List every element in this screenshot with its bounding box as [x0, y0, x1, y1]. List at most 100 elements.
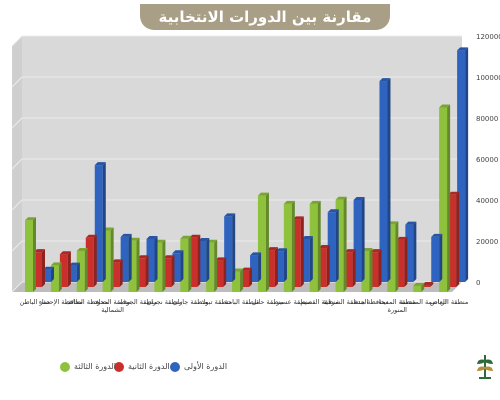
- bar-side: [223, 257, 227, 287]
- bar-front: [250, 255, 259, 282]
- bar-side: [283, 248, 287, 282]
- legend-label-series-1: الدورة الأولى: [184, 362, 228, 371]
- bar-front: [327, 212, 336, 282]
- bar-top: [448, 191, 460, 195]
- bar: [180, 235, 192, 292]
- bar-side: [352, 249, 356, 287]
- bar-front: [283, 203, 292, 292]
- bar-top: [94, 162, 106, 166]
- x-tick-label: منطقة القصيم: [300, 298, 339, 306]
- bar-side: [58, 262, 62, 292]
- x-tick-label: منطقة جازان: [173, 298, 208, 306]
- bar-front: [76, 251, 85, 292]
- bar-top: [422, 281, 434, 285]
- bar-side: [42, 249, 45, 287]
- bar-front: [422, 284, 431, 287]
- bar-front: [94, 165, 103, 282]
- grid-line-diagonal: [11, 199, 23, 211]
- bar-top: [34, 249, 45, 253]
- bar: [335, 196, 347, 292]
- bar-front: [309, 203, 318, 292]
- bar-front: [431, 236, 440, 282]
- legend-swatch-series-2: [114, 362, 124, 372]
- y-tick-label: 100000: [476, 74, 500, 82]
- bar-front: [370, 252, 379, 287]
- bar-top: [146, 235, 158, 239]
- bar-front: [85, 237, 94, 287]
- bar-side: [413, 221, 417, 282]
- bar: [370, 249, 382, 287]
- bar-front: [189, 237, 198, 287]
- bar-side: [171, 255, 175, 287]
- bar-top: [275, 248, 287, 252]
- bar-side: [309, 235, 313, 282]
- bar-top: [120, 233, 132, 237]
- bar: [43, 266, 54, 282]
- bar: [344, 249, 356, 287]
- bar: [34, 249, 45, 287]
- bar-front: [215, 260, 224, 287]
- bar: [25, 217, 36, 292]
- x-tick-label: منطقة الباحة: [225, 298, 260, 306]
- bar-side: [33, 217, 36, 292]
- bar-front: [34, 252, 42, 287]
- bar-side: [110, 227, 114, 292]
- bar-front: [43, 269, 51, 282]
- bar-top: [224, 213, 236, 217]
- bar: [283, 200, 295, 292]
- bar-top: [396, 236, 408, 240]
- bar-front: [50, 265, 59, 292]
- bar-side: [343, 196, 347, 292]
- grid-line-diagonal: [11, 35, 23, 47]
- bar-side: [162, 239, 166, 292]
- bar-front: [275, 251, 284, 282]
- bar: [94, 162, 106, 282]
- bar-front: [59, 254, 68, 287]
- bar: [76, 248, 88, 292]
- bar-top: [68, 262, 80, 266]
- bar-side: [447, 104, 451, 292]
- bar: [257, 192, 269, 292]
- bar-top: [59, 251, 71, 255]
- bar-top: [257, 192, 269, 196]
- bar-top: [283, 200, 295, 204]
- bar-front: [361, 251, 370, 292]
- bar-front: [111, 262, 120, 287]
- bar-top: [198, 238, 210, 241]
- bar: [327, 209, 339, 282]
- bar-side: [361, 197, 365, 282]
- y-tick-label: 120000: [476, 33, 500, 41]
- bar-side: [430, 281, 434, 287]
- bar: [439, 104, 451, 292]
- y-tick-label: 60000: [476, 156, 498, 164]
- y-tick-label: 80000: [476, 115, 498, 123]
- bar-front: [344, 252, 353, 287]
- bar-side: [145, 255, 149, 287]
- bar-side: [258, 252, 262, 282]
- legend-swatch-series-1: [170, 362, 180, 372]
- x-tick-label: منطقة حائل: [252, 298, 284, 306]
- bar-top: [370, 249, 382, 253]
- bar-side: [378, 249, 382, 287]
- grid-line-diagonal: [11, 158, 23, 170]
- bar-side: [335, 209, 339, 282]
- bar: [68, 262, 80, 282]
- bar-side: [291, 200, 295, 292]
- bar-front: [301, 238, 310, 282]
- bar-side: [249, 267, 253, 287]
- grid-line-diagonal: [11, 240, 23, 252]
- bar-front: [128, 240, 137, 292]
- bar-top: [431, 233, 443, 237]
- election-logo-icon: [477, 355, 493, 379]
- bar-front: [353, 200, 362, 282]
- bar: [111, 259, 123, 287]
- bar-top: [215, 257, 227, 261]
- bar-top: [241, 267, 253, 271]
- bar-side: [214, 239, 218, 292]
- bar: [250, 252, 262, 282]
- bar-side: [84, 248, 88, 292]
- bar-side: [232, 213, 236, 282]
- x-tick-label: حفر الباطن: [20, 298, 51, 306]
- bar-front: [292, 219, 301, 287]
- bar: [146, 235, 158, 282]
